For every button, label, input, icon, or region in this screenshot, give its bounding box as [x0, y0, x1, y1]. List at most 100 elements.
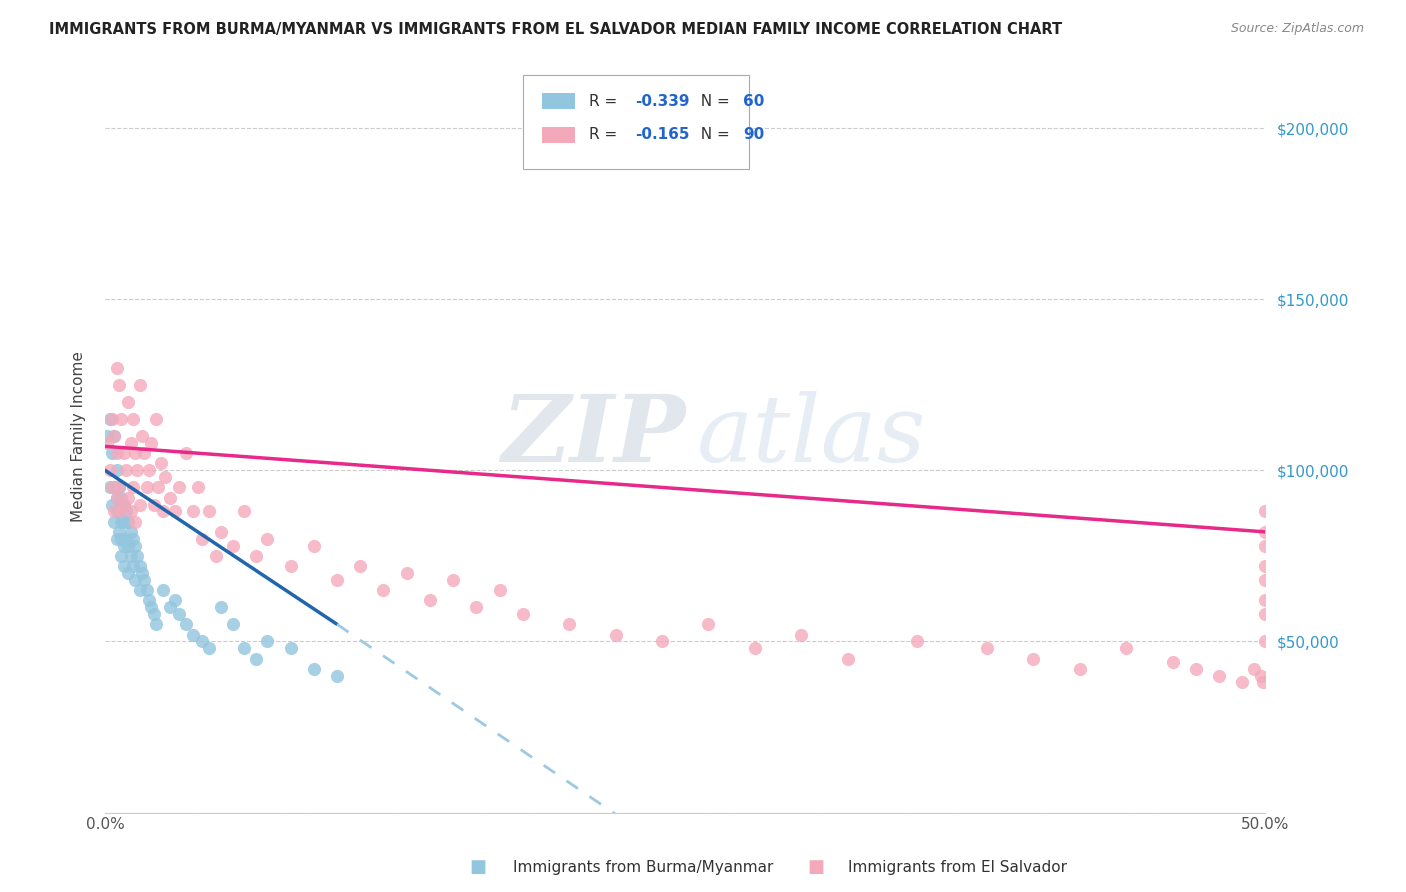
- Text: Immigrants from El Salvador: Immigrants from El Salvador: [848, 860, 1067, 874]
- Point: [1184, 662, 1206, 676]
- FancyBboxPatch shape: [543, 127, 575, 144]
- Point: [187, 480, 209, 494]
- Point: [145, 412, 167, 426]
- Point: [128, 377, 150, 392]
- Point: [152, 583, 174, 598]
- Point: [1254, 634, 1277, 648]
- Text: 90: 90: [744, 128, 765, 143]
- Point: [105, 463, 128, 477]
- Point: [302, 539, 325, 553]
- Point: [159, 600, 181, 615]
- Point: [120, 524, 142, 539]
- Point: [1208, 668, 1230, 682]
- Point: [1254, 593, 1277, 607]
- Point: [209, 524, 232, 539]
- Point: [1254, 573, 1277, 587]
- Point: [135, 480, 157, 494]
- Point: [465, 600, 488, 615]
- Point: [105, 360, 128, 375]
- Point: [558, 617, 581, 632]
- Point: [245, 549, 267, 563]
- Point: [1254, 559, 1277, 574]
- Point: [280, 559, 302, 574]
- Point: [121, 480, 143, 494]
- Point: [174, 446, 197, 460]
- Point: [117, 539, 139, 553]
- Point: [108, 504, 131, 518]
- Text: ZIP: ZIP: [501, 391, 685, 481]
- Point: [1254, 539, 1277, 553]
- Point: [198, 641, 221, 656]
- Point: [96, 429, 118, 443]
- Point: [131, 566, 153, 580]
- Point: [103, 429, 125, 443]
- Point: [117, 566, 139, 580]
- Point: [181, 627, 204, 641]
- Point: [159, 491, 181, 505]
- Point: [605, 627, 627, 641]
- Point: [108, 480, 131, 494]
- Point: [395, 566, 418, 580]
- Text: Source: ZipAtlas.com: Source: ZipAtlas.com: [1230, 22, 1364, 36]
- Point: [488, 583, 510, 598]
- Point: [105, 491, 128, 505]
- Point: [651, 634, 673, 648]
- Point: [128, 498, 150, 512]
- Point: [105, 446, 128, 460]
- Point: [1161, 655, 1184, 669]
- Point: [349, 559, 371, 574]
- Point: [121, 532, 143, 546]
- Y-axis label: Median Family Income: Median Family Income: [72, 351, 86, 522]
- Point: [135, 583, 157, 598]
- Point: [142, 607, 165, 621]
- Point: [124, 515, 146, 529]
- FancyBboxPatch shape: [543, 93, 575, 110]
- Point: [128, 583, 150, 598]
- Point: [124, 446, 146, 460]
- Point: [191, 634, 214, 648]
- Point: [1243, 662, 1265, 676]
- Point: [98, 463, 121, 477]
- Point: [124, 539, 146, 553]
- Point: [101, 480, 124, 494]
- Point: [117, 394, 139, 409]
- Point: [148, 480, 170, 494]
- Point: [117, 515, 139, 529]
- Point: [326, 668, 349, 682]
- Point: [112, 498, 135, 512]
- Point: [512, 607, 534, 621]
- Point: [128, 559, 150, 574]
- Point: [110, 532, 132, 546]
- Point: [103, 429, 125, 443]
- Point: [152, 504, 174, 518]
- Point: [697, 617, 720, 632]
- Point: [221, 539, 243, 553]
- Point: [326, 573, 349, 587]
- Point: [127, 463, 149, 477]
- Point: [103, 515, 125, 529]
- Point: [108, 377, 131, 392]
- Point: [105, 491, 128, 505]
- Point: [115, 504, 138, 518]
- FancyBboxPatch shape: [523, 75, 749, 169]
- Point: [141, 436, 163, 450]
- Point: [1115, 641, 1137, 656]
- Text: -0.165: -0.165: [636, 128, 690, 143]
- Point: [191, 532, 214, 546]
- Point: [120, 504, 142, 518]
- Text: 60: 60: [744, 94, 765, 109]
- Text: N =: N =: [690, 94, 734, 109]
- Point: [138, 463, 160, 477]
- Point: [121, 559, 143, 574]
- Point: [744, 641, 766, 656]
- Point: [1069, 662, 1091, 676]
- Point: [163, 593, 186, 607]
- Point: [115, 532, 138, 546]
- Point: [96, 436, 118, 450]
- Point: [419, 593, 441, 607]
- Point: [127, 549, 149, 563]
- Point: [837, 651, 859, 665]
- Point: [115, 463, 138, 477]
- Point: [233, 641, 256, 656]
- Point: [155, 470, 177, 484]
